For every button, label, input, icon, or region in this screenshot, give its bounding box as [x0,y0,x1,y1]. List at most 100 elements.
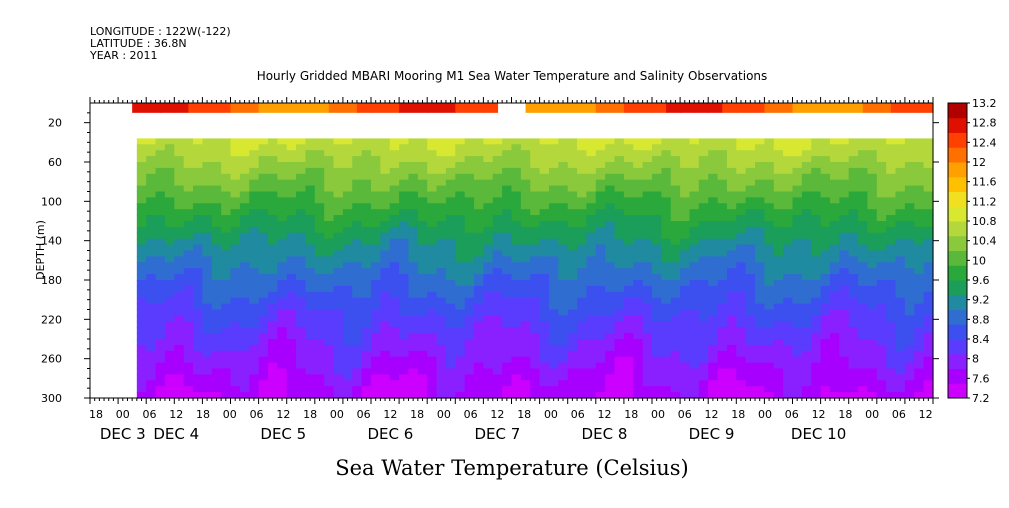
heatmap-cell [642,167,653,175]
heatmap-cell [783,303,794,311]
heatmap-cell [230,215,241,222]
heatmap-cell [642,226,653,234]
heatmap-cell [314,173,325,181]
heatmap-cell [755,173,765,181]
heatmap-cell [146,179,157,187]
heatmap-cell [548,197,559,204]
x-hour-label: 18 [517,408,531,421]
heatmap-cell [455,185,466,193]
heatmap-cell [726,179,737,187]
heatmap-cell [661,144,672,151]
heatmap-cell [380,380,391,387]
heatmap-cell [408,268,419,275]
heatmap-cell [811,315,822,322]
heatmap-cell [361,309,372,316]
heatmap-cell [558,280,569,287]
heatmap-cell [876,268,887,275]
heatmap-cell [361,280,372,287]
heatmap-cell [258,150,269,157]
heatmap-cell [670,392,681,399]
heatmap-cell [539,256,550,263]
heatmap-cell [773,215,784,222]
heatmap-cell [511,285,522,293]
heatmap-cell [352,374,363,381]
surface-cell [371,103,386,113]
heatmap-cell [389,327,400,334]
heatmap-cell [155,274,166,281]
heatmap-cell [914,350,925,358]
heatmap-cell [427,191,438,198]
heatmap-cell [548,386,559,393]
heatmap-cell [792,203,803,210]
heatmap-cell [399,368,410,375]
heatmap-cell [548,362,559,370]
heatmap-cell [427,303,438,311]
heatmap-cell [249,368,260,375]
heatmap-cell [239,392,250,399]
heatmap-cell [614,150,625,157]
heatmap-cell [792,173,803,181]
heatmap-cell [811,368,822,375]
heatmap-cell [389,238,400,246]
heatmap-cell [895,185,906,193]
heatmap-cell [483,291,494,299]
heatmap-cell [661,191,672,198]
heatmap-cell [136,238,147,246]
heatmap-cell [698,344,709,352]
heatmap-cell [474,250,484,257]
heatmap-cell [474,315,484,322]
heatmap-cell [548,215,559,222]
heatmap-cell [558,138,569,145]
heatmap-cell [417,232,428,240]
heatmap-cell [211,280,222,287]
heatmap-cell [333,274,344,281]
heatmap-cell [455,280,466,287]
heatmap-cell [136,303,147,311]
heatmap-cell [174,344,185,352]
heatmap-cell [408,244,419,252]
heatmap-cell [811,386,822,393]
heatmap-cell [904,291,915,299]
heatmap-cell [183,392,194,399]
heatmap-cell [455,333,466,340]
heatmap-cell [923,244,934,252]
heatmap-cell [371,221,381,228]
heatmap-cell [249,350,260,358]
heatmap-cell [511,150,522,157]
heatmap-cell [155,215,166,222]
heatmap-cell [773,344,784,352]
heatmap-cell [211,144,222,151]
heatmap-cell [174,179,185,187]
heatmap-cell [371,291,381,299]
heatmap-cell [548,167,559,175]
heatmap-cell [164,350,175,358]
heatmap-cell [895,380,906,387]
heatmap-cell [324,232,335,240]
heatmap-cell [623,191,634,198]
heatmap-cell [783,221,794,228]
heatmap-cell [399,362,410,370]
heatmap-cell [483,256,494,263]
heatmap-cell [642,344,653,352]
heatmap-cell [829,156,840,163]
heatmap-cell [371,144,381,151]
heatmap-cell [670,150,681,157]
y-tick-label: 100 [41,195,62,208]
heatmap-cell [811,262,822,269]
heatmap-cell [811,215,822,222]
heatmap-cell [858,238,869,246]
heatmap-cell [605,156,616,163]
heatmap-cell [577,386,588,393]
surface-cell [399,103,414,113]
heatmap-cell [399,156,410,163]
heatmap-cell [792,333,803,340]
heatmap-cell [680,238,691,246]
heatmap-cell [249,327,260,334]
heatmap-cell [333,173,344,181]
heatmap-cell [258,244,269,252]
heatmap-cell [342,173,353,181]
heatmap-cell [848,191,859,198]
longitude-label: LONGITUDE : 122W(-122) [90,25,231,38]
heatmap-cell [839,309,850,316]
heatmap-cell [623,285,634,293]
